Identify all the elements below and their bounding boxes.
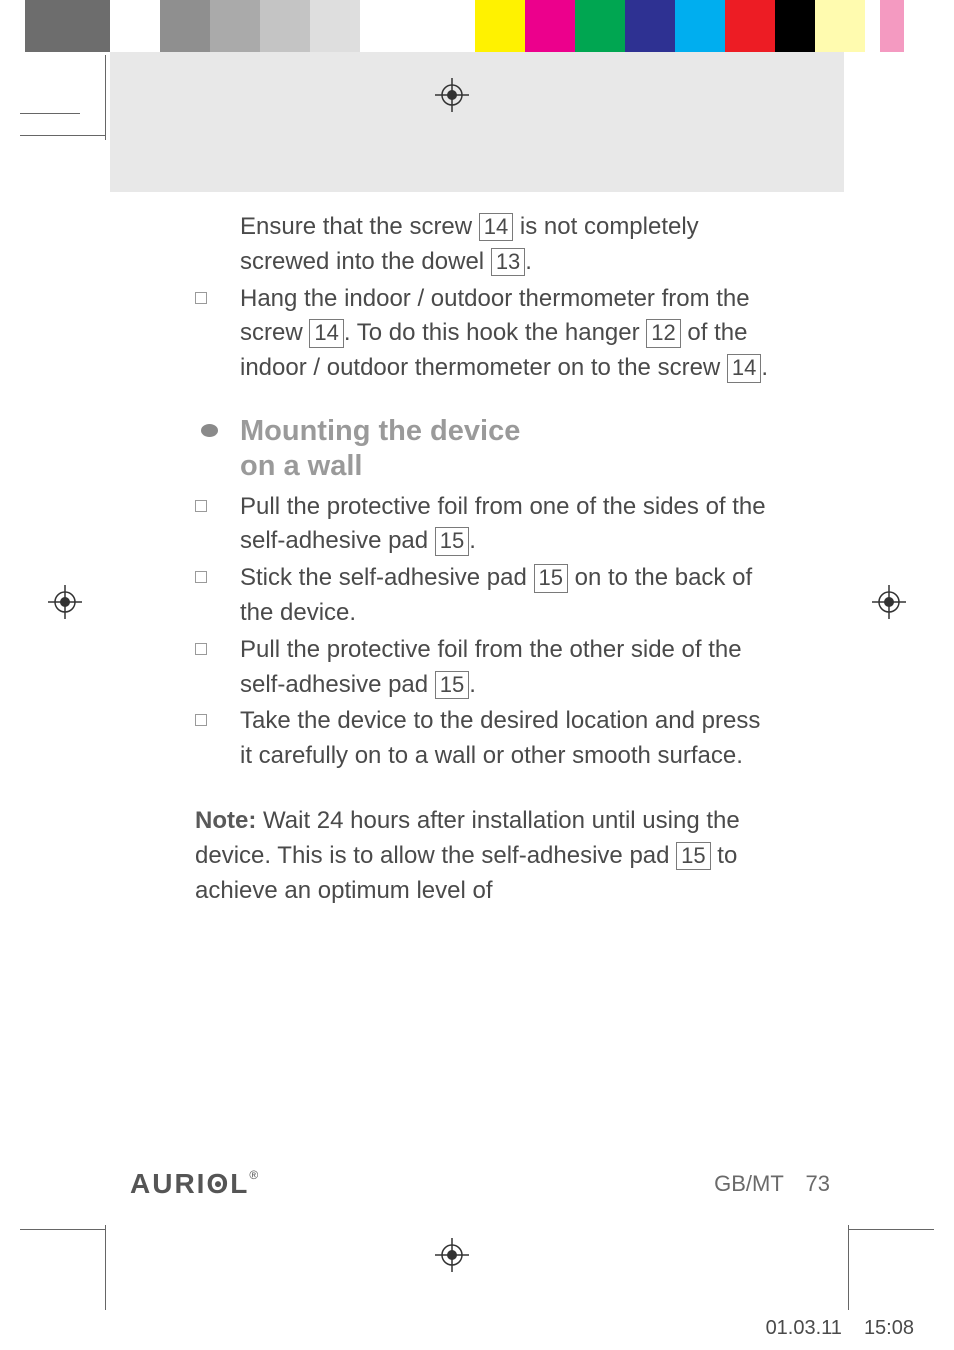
list-bullet-icon	[195, 643, 207, 655]
color-swatch	[0, 0, 25, 52]
crop-mark	[105, 1225, 106, 1310]
ref-box: 14	[479, 213, 513, 241]
color-swatch	[675, 0, 725, 52]
text: Take the device to the desired location …	[240, 707, 760, 769]
list-bullet-icon	[195, 571, 207, 583]
text: .	[469, 671, 476, 698]
registration-mark-icon	[435, 1238, 469, 1272]
color-swatch	[160, 0, 210, 52]
print-timestamp: 01.03.11 15:08	[744, 1317, 914, 1340]
heading-bullet-icon	[201, 424, 218, 437]
crop-mark	[848, 1225, 849, 1310]
color-swatch	[625, 0, 675, 52]
note-label: Note:	[195, 807, 256, 834]
ref-box: 14	[309, 319, 343, 347]
color-swatch	[110, 0, 160, 52]
list-item: Take the device to the desired location …	[195, 704, 770, 774]
registration-mark-icon	[872, 585, 906, 619]
registration-mark-icon	[435, 78, 469, 112]
list-bullet-icon	[195, 714, 207, 726]
page-content: Ensure that the screw 14 is not complete…	[195, 210, 770, 908]
color-swatch	[260, 0, 310, 52]
color-swatch	[410, 0, 475, 52]
color-swatch	[210, 0, 260, 52]
color-swatch	[360, 0, 410, 52]
crop-mark	[20, 113, 80, 114]
date-text: 01.03.11	[766, 1317, 842, 1339]
list-bullet-icon	[195, 500, 207, 512]
crop-mark	[849, 1229, 934, 1230]
color-swatch	[475, 0, 525, 52]
section-heading: Mounting the device on a wall	[195, 414, 770, 484]
text: Wait 24 hours after installation until u…	[195, 807, 740, 869]
time-text: 15:08	[864, 1317, 914, 1339]
ref-box: 12	[646, 319, 680, 347]
registration-mark-icon	[48, 585, 82, 619]
color-swatch	[575, 0, 625, 52]
page-info: GB/MT 73	[714, 1171, 830, 1197]
color-swatch	[815, 0, 865, 52]
ref-box: 15	[534, 564, 568, 592]
list-bullet-icon	[195, 292, 207, 304]
crop-mark	[105, 55, 106, 140]
printer-color-bar	[0, 0, 954, 52]
heading-text: Mounting the device	[240, 414, 770, 449]
list-item: Pull the protective foil from one of the…	[195, 490, 770, 560]
brand-logo: AURIOL®	[130, 1168, 260, 1200]
brand-icon: O	[206, 1168, 230, 1200]
crop-mark	[20, 135, 105, 136]
ref-box: 15	[435, 527, 469, 555]
text: Pull the protective foil from one of the…	[240, 493, 766, 555]
color-swatch	[775, 0, 815, 52]
brand-text: AURI	[130, 1168, 206, 1199]
text: .	[525, 248, 532, 275]
list-item: Stick the self-adhesive pad 15 on to the…	[195, 561, 770, 631]
list-item: Hang the indoor / outdoor thermometer fr…	[195, 282, 770, 386]
color-swatch	[725, 0, 775, 52]
locale-label: GB/MT	[714, 1171, 783, 1196]
text: Stick the self-adhesive pad	[240, 564, 534, 591]
page-number: 73	[806, 1171, 830, 1196]
ref-box: 14	[727, 354, 761, 382]
registered-mark: ®	[249, 1168, 260, 1182]
ref-box: 13	[491, 248, 525, 276]
color-swatch	[310, 0, 360, 52]
text: . To do this hook the hanger	[344, 319, 646, 346]
brand-text: L	[230, 1168, 249, 1199]
color-swatch	[865, 0, 880, 52]
color-swatch	[880, 0, 904, 52]
continuation-paragraph: Ensure that the screw 14 is not complete…	[195, 210, 770, 280]
page-footer: AURIOL® GB/MT 73	[130, 1168, 830, 1200]
header-grey-band	[110, 52, 844, 192]
color-swatch	[525, 0, 575, 52]
text: .	[469, 527, 476, 554]
text: Ensure that the screw	[240, 213, 479, 240]
color-swatch	[25, 0, 110, 52]
ref-box: 15	[676, 842, 710, 870]
text: Pull the protective foil from the other …	[240, 636, 742, 698]
ref-box: 15	[435, 671, 469, 699]
list-item: Pull the protective foil from the other …	[195, 633, 770, 703]
heading-text: on a wall	[240, 449, 770, 484]
crop-mark	[20, 1229, 105, 1230]
text: .	[761, 354, 768, 381]
note-paragraph: Note: Wait 24 hours after installation u…	[195, 804, 770, 908]
